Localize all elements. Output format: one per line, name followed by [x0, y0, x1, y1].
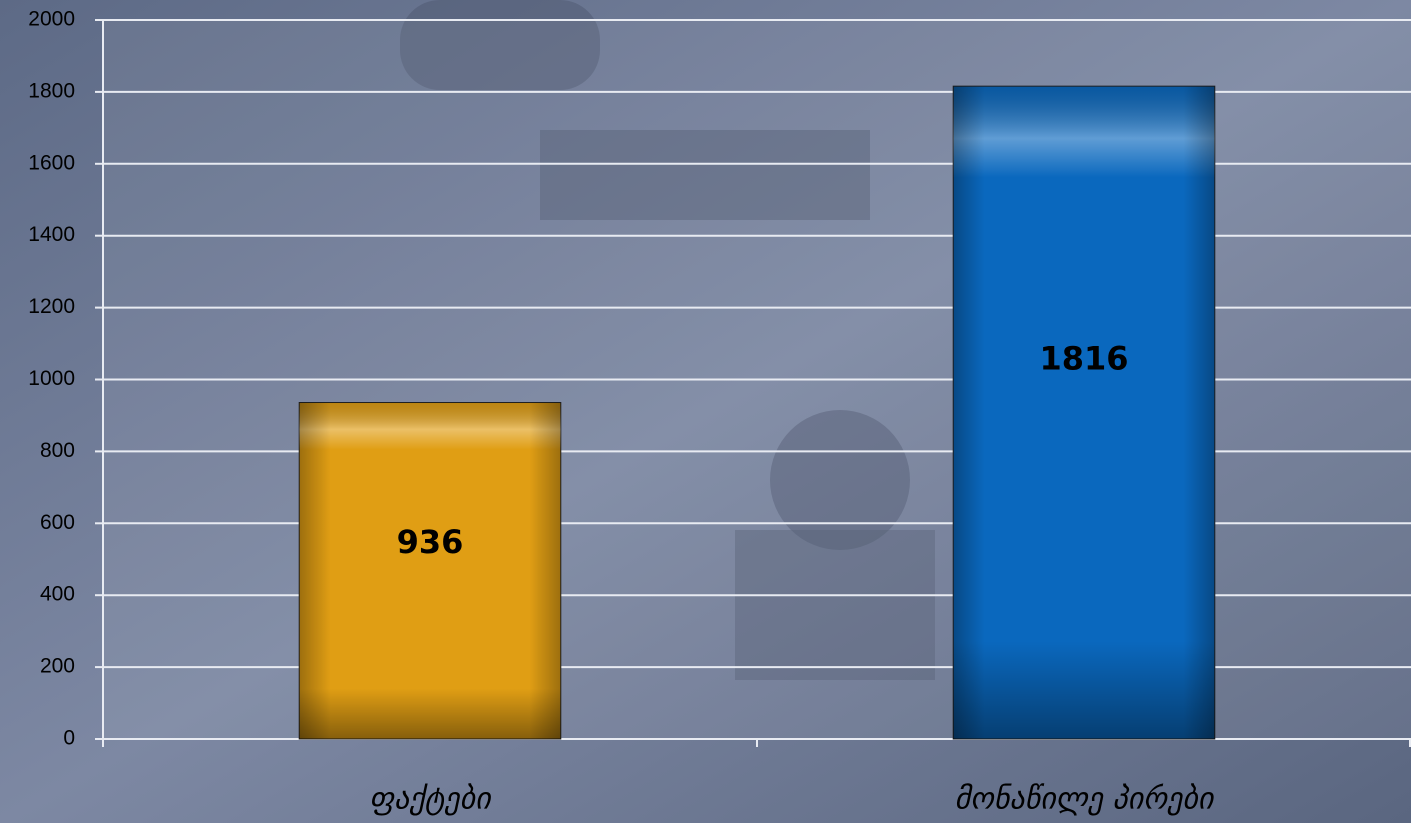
y-tick-label: 1200 — [28, 295, 75, 318]
x-tick-label: ფაქტები — [369, 782, 493, 817]
y-tick-label: 1800 — [28, 79, 75, 102]
y-tick-label: 1400 — [28, 223, 75, 246]
bg-shape — [540, 130, 870, 220]
bg-shape — [735, 530, 935, 680]
bar-shade — [299, 402, 561, 739]
x-tick-label: მონაწილე პირები — [955, 782, 1216, 817]
y-tick-label: 400 — [40, 583, 75, 606]
y-tick-label: 600 — [40, 511, 75, 534]
y-tick-label: 2000 — [28, 8, 75, 31]
bg-shape — [400, 0, 600, 90]
y-tick-label: 800 — [40, 439, 75, 462]
value-label: 1816 — [1039, 339, 1128, 377]
y-tick-label: 200 — [40, 655, 75, 678]
y-tick-label: 0 — [63, 727, 75, 750]
bg-shape — [770, 410, 910, 550]
y-tick-label: 1600 — [28, 151, 75, 174]
value-label: 936 — [397, 523, 464, 561]
y-tick-label: 1000 — [28, 367, 75, 390]
bar-shade — [953, 86, 1215, 739]
